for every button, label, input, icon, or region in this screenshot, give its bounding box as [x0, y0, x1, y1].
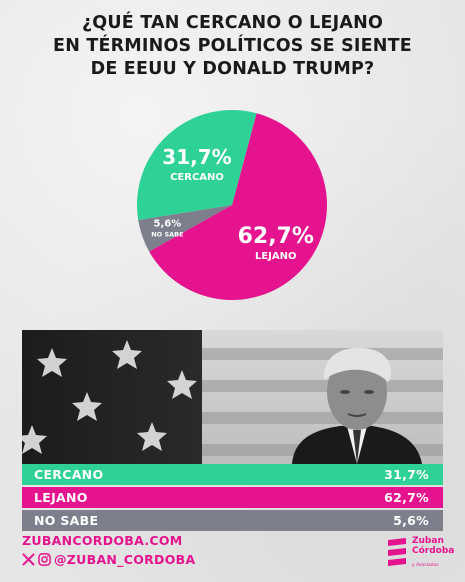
logo-line-2: Córdoba: [412, 546, 455, 556]
chart-title: ¿QUÉ TAN CERCANO O LEJANO EN TÉRMINOS PO…: [20, 12, 445, 81]
title-line-2: EN TÉRMINOS POLÍTICOS SE SIENTE: [53, 36, 412, 56]
social-handle[interactable]: @ZUBAN_CORDOBA: [54, 552, 196, 567]
pie-slice-lejano: [149, 113, 328, 300]
pie-value-no-sabe: 5,6%: [154, 218, 182, 229]
person-silhouette: [292, 347, 422, 464]
footer: ZUBANCORDOBA.COM @ZUBAN_CORDOBA: [22, 533, 195, 567]
title-line-3: DE EEUU Y DONALD TRUMP?: [90, 59, 375, 79]
stars-group: [22, 340, 197, 454]
zuban-cordoba-logo: Zuban Córdoba y Asociados: [386, 536, 454, 572]
pie-label-no-sabe: NO SABE: [151, 230, 183, 238]
x-icon[interactable]: [22, 553, 35, 566]
pie-label-lejano: LEJANO: [255, 251, 297, 262]
pie-slice-cercano: [137, 110, 257, 221]
social-row: @ZUBAN_CORDOBA: [22, 552, 195, 567]
instagram-icon[interactable]: [38, 553, 51, 566]
legend-label: LEJANO: [34, 490, 88, 505]
logo-sub: y Asociados: [412, 563, 439, 568]
logo-mark-icon: [388, 538, 406, 566]
pie-chart: 31,7% CERCANO 62,7% LEJANO 5,6% NO SABE: [137, 110, 328, 300]
legend-value: 62,7%: [384, 490, 429, 505]
legend-rows: CERCANO 31,7% LEJANO 62,7% NO SABE 5,6%: [22, 464, 443, 533]
trump-photo: [22, 330, 443, 464]
legend-row-cercano: CERCANO 31,7%: [22, 464, 443, 485]
title-line-1: ¿QUÉ TAN CERCANO O LEJANO: [81, 13, 384, 33]
legend-label: NO SABE: [34, 513, 99, 528]
legend-row-no-sabe: NO SABE 5,6%: [22, 510, 443, 531]
legend-row-lejano: LEJANO 62,7%: [22, 487, 443, 508]
legend-label: CERCANO: [34, 467, 104, 482]
photo-illustration: [22, 330, 443, 464]
legend-value: 5,6%: [393, 513, 429, 528]
pie-label-cercano: CERCANO: [170, 172, 224, 183]
logo-line-1: Zuban: [412, 536, 444, 546]
website-link[interactable]: ZUBANCORDOBA.COM: [22, 533, 183, 548]
pie-value-cercano: 31,7%: [162, 145, 231, 169]
legend-value: 31,7%: [384, 467, 429, 482]
pie-slice-no-sabe: [138, 205, 232, 252]
pie-value-lejano: 62,7%: [238, 224, 314, 249]
pie-svg: 31,7% CERCANO 62,7% LEJANO 5,6%NO SABE: [137, 110, 328, 300]
